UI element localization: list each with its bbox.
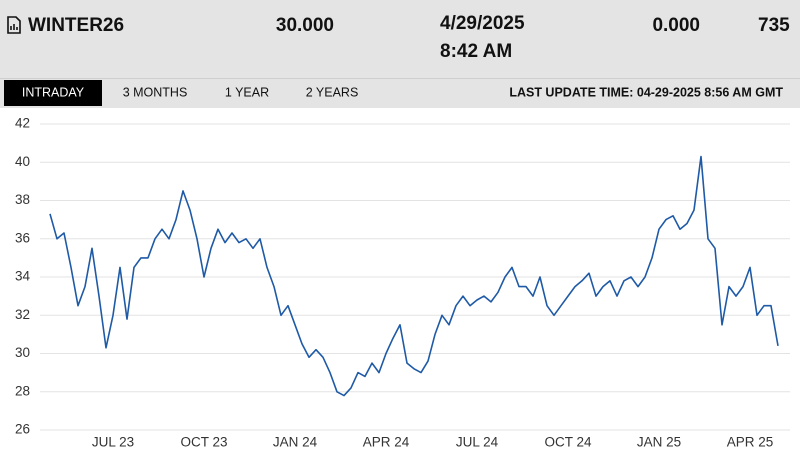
time: 8:42 AM	[440, 41, 512, 62]
x-tick-label: JUL 24	[456, 435, 499, 450]
last-update: LAST UPDATE TIME: 04-29-2025 8:56 AM GMT	[509, 85, 783, 99]
header-bg	[0, 0, 800, 78]
y-tick-label: 28	[15, 383, 30, 398]
price-line	[49, 155, 779, 397]
volume: 735	[758, 15, 790, 36]
x-tick-label: OCT 23	[180, 435, 227, 450]
symbol: WINTER26	[28, 15, 124, 36]
tab[interactable]: 3 MONTHS	[123, 85, 188, 99]
active-tab-bg	[4, 80, 102, 106]
y-tick-label: 34	[15, 269, 31, 284]
y-tick-label: 32	[15, 307, 30, 322]
y-tick-label: 36	[15, 230, 30, 245]
plot: 26 28 30 32 34 36 38 40 42 JUL 23 OCT 23 JAN 24 APR …	[15, 116, 790, 450]
x-tick-label: OCT 24	[544, 435, 592, 450]
tab[interactable]: 2 YEARS	[306, 85, 359, 99]
change: 0.000	[652, 15, 700, 36]
x-tick-label: APR 25	[727, 435, 774, 450]
price: 30.000	[276, 15, 334, 36]
x-tick-label: JUL 23	[92, 435, 134, 450]
y-tick-label: 26	[15, 422, 30, 437]
y-tick-label: 38	[15, 192, 30, 207]
x-tick-label: JAN 24	[273, 435, 318, 450]
y-tick-label: 30	[15, 345, 30, 360]
x-tick-label: JAN 25	[637, 435, 681, 450]
tab[interactable]: 1 YEAR	[225, 85, 269, 99]
x-tick-label: APR 24	[363, 435, 410, 450]
y-tick-label: 40	[15, 154, 30, 169]
doc-icon	[7, 16, 21, 34]
tab-bar	[0, 78, 800, 108]
tab[interactable]: INTRADAY	[22, 85, 85, 99]
date: 4/29/2025	[440, 13, 525, 34]
y-tick-label: 42	[15, 116, 30, 131]
